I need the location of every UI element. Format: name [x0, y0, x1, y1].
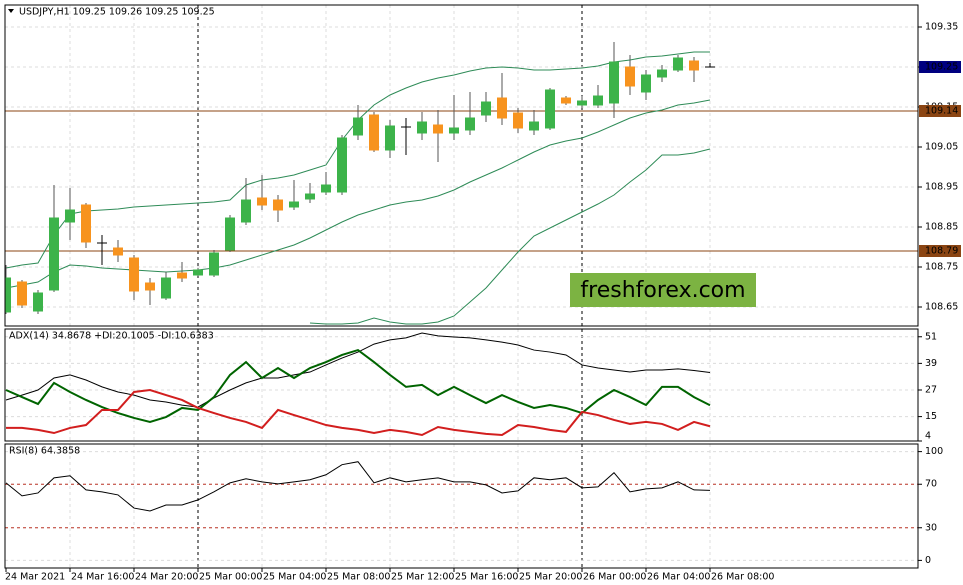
candle-body	[273, 199, 283, 211]
candle-body	[497, 97, 507, 119]
price-level-tag	[919, 245, 961, 257]
y-tick-label: 15	[925, 411, 937, 422]
panel-title: ADX(14) 34.8678 +DI:20.1005 -DI:10.6383	[9, 331, 214, 342]
x-tick-label: 25 Mar 16:00	[455, 572, 518, 583]
candle-body	[145, 282, 155, 291]
candle-body	[369, 114, 379, 151]
candle-body	[609, 61, 619, 104]
watermark: freshforex.com	[580, 278, 745, 303]
y-tick-label: 30	[925, 522, 937, 533]
candle-body	[465, 117, 475, 131]
candle-body	[577, 100, 587, 106]
y-tick-label: 0	[925, 555, 931, 566]
candle-body	[49, 217, 59, 291]
y-tick-label: 4	[925, 431, 931, 442]
y-tick-label: 109.35	[925, 22, 958, 33]
candle-body	[641, 74, 651, 93]
panel-title: RSI(8) 64.3858	[9, 446, 80, 457]
candle-body	[209, 252, 219, 276]
panel-frame	[4, 443, 919, 569]
candle-body	[545, 89, 555, 129]
candle-body	[241, 199, 251, 223]
last-price-tag	[919, 61, 961, 73]
y-tick-label: 51	[925, 331, 937, 342]
candle-body	[129, 257, 139, 292]
candle-body	[177, 272, 187, 279]
candle-body	[561, 97, 571, 104]
y-tick-label: 108.95	[925, 182, 958, 193]
price-level-label: 109.14	[925, 106, 958, 117]
candle-body	[625, 66, 635, 87]
y-tick-label: 108.85	[925, 222, 958, 233]
x-tick-label: 26 Mar 00:00	[583, 572, 646, 583]
candle-body	[289, 201, 299, 208]
candle-body	[593, 95, 603, 106]
candle-body	[481, 101, 491, 116]
x-tick-label: 25 Mar 20:00	[519, 572, 582, 583]
candle-body	[433, 124, 443, 134]
indicator-line	[5, 348, 711, 423]
candle-body	[657, 69, 667, 78]
panel	[5, 329, 918, 441]
candle-body	[417, 121, 427, 134]
indicator-line	[5, 99, 711, 289]
x-tick-label: 24 Mar 2021	[5, 572, 65, 583]
x-tick-label: 25 Mar 04:00	[263, 572, 326, 583]
indicator-line	[5, 461, 711, 512]
price-level-tag	[919, 105, 961, 117]
y-tick-label: 70	[925, 479, 937, 490]
x-tick-label: 26 Mar 08:00	[711, 572, 774, 583]
panel	[5, 5, 918, 326]
x-tick-label: 24 Mar 16:00	[71, 572, 134, 583]
panel-title: USDJPY,H1 109.25 109.26 109.25 109.25	[19, 7, 215, 18]
candle-body	[65, 209, 75, 223]
candle-body	[529, 121, 539, 131]
price-level-label: 108.79	[925, 246, 958, 257]
symbol-menu-icon[interactable]	[8, 9, 14, 13]
plot-layer: 108.65108.75108.85108.95109.05109.15109.…	[4, 4, 961, 583]
candle-body	[353, 117, 363, 136]
candle-body	[193, 269, 203, 276]
indicator-line	[309, 148, 711, 325]
y-tick-label: 39	[925, 358, 937, 369]
watermark-bg	[570, 273, 756, 307]
y-tick-label: 27	[925, 384, 937, 395]
candle-body	[81, 204, 91, 243]
y-tick-label: 108.75	[925, 262, 958, 273]
indicator-line	[6, 388, 711, 437]
x-tick-label: 24 Mar 20:00	[135, 572, 198, 583]
panel-frame	[4, 4, 919, 327]
candle-body	[161, 277, 171, 299]
candle-body	[17, 281, 27, 306]
candle-body	[225, 217, 235, 251]
x-tick-label: 25 Mar 12:00	[391, 572, 454, 583]
y-tick-label: 109.05	[925, 142, 958, 153]
panel-frame	[4, 328, 919, 442]
candle-body	[113, 247, 123, 256]
candle-body	[305, 193, 315, 200]
y-tick-label: 100	[925, 446, 943, 457]
candle-body	[33, 292, 43, 312]
y-tick-label: 108.65	[925, 302, 958, 313]
candle-body	[673, 57, 683, 71]
last-price-label: 109.25	[925, 62, 958, 73]
x-tick-label: 26 Mar 04:00	[647, 572, 710, 583]
candle-body	[321, 184, 331, 193]
candle-body	[689, 60, 699, 71]
candle-body	[337, 137, 347, 193]
x-tick-label: 25 Mar 00:00	[199, 572, 262, 583]
x-tick-label: 25 Mar 08:00	[327, 572, 390, 583]
candle-body	[257, 197, 267, 206]
candle-body	[449, 127, 459, 134]
candle-body	[5, 277, 11, 313]
candle-body	[513, 112, 523, 129]
indicator-line	[5, 332, 711, 408]
candle-body	[385, 125, 395, 151]
panel	[5, 444, 918, 568]
